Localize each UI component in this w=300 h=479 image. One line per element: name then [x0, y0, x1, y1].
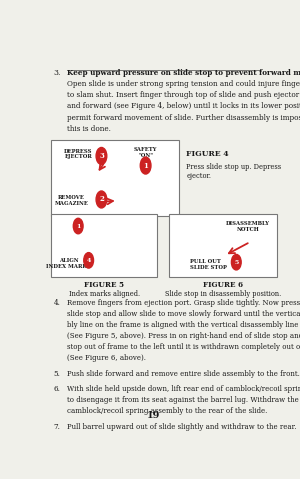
Text: (See Figure 5, above). Press in on right-hand end of slide stop and pull slide: (See Figure 5, above). Press in on right…: [67, 332, 300, 340]
Text: FIGURE 6: FIGURE 6: [203, 281, 243, 289]
Text: ALIGN
INDEX MARKS: ALIGN INDEX MARKS: [46, 259, 91, 269]
Text: 19: 19: [147, 411, 160, 420]
Text: 5: 5: [234, 260, 239, 265]
Text: Push slide forward and remove entire slide assembly to the front.: Push slide forward and remove entire sli…: [67, 370, 299, 378]
Text: DISASSEMBLY
NOTCH: DISASSEMBLY NOTCH: [226, 221, 270, 232]
Circle shape: [96, 191, 107, 208]
Text: 3.: 3.: [54, 69, 61, 77]
Text: 1: 1: [143, 161, 148, 170]
Circle shape: [140, 157, 151, 174]
Text: bly line on the frame is aligned with the vertical disassembly line on the slide: bly line on the frame is aligned with th…: [67, 321, 300, 329]
Bar: [169, 214, 277, 277]
Text: DEPRESS
EJECTOR: DEPRESS EJECTOR: [64, 148, 92, 160]
Circle shape: [73, 218, 83, 234]
Text: 5.: 5.: [54, 370, 61, 378]
Text: Press slide stop up. Depress ejector.: Press slide stop up. Depress ejector.: [186, 162, 281, 180]
Text: 2: 2: [99, 195, 104, 204]
Text: Slide stop in disassembly position.: Slide stop in disassembly position.: [165, 290, 281, 298]
Text: (See Figure 6, above).: (See Figure 6, above).: [67, 354, 146, 363]
Text: FIGURE 5: FIGURE 5: [84, 281, 124, 289]
Text: camblock/recoil spring assembly to the rear of the slide.: camblock/recoil spring assembly to the r…: [67, 408, 267, 415]
Text: 4.: 4.: [54, 299, 61, 307]
Text: this is done.: this is done.: [67, 125, 110, 133]
Text: SAFETY
"ON": SAFETY "ON": [134, 147, 158, 158]
Circle shape: [231, 254, 241, 270]
Text: 7.: 7.: [54, 423, 61, 431]
Text: stop out of frame to the left until it is withdrawn completely out of the frame.: stop out of frame to the left until it i…: [67, 343, 300, 351]
Bar: [52, 140, 179, 216]
Text: to disengage it from its seat against the barrel lug. Withdraw the: to disengage it from its seat against th…: [67, 397, 298, 404]
Text: Index marks aligned.: Index marks aligned.: [69, 290, 140, 298]
Text: Remove fingers from ejection port. Grasp slide tightly. Now press down on: Remove fingers from ejection port. Grasp…: [67, 299, 300, 307]
Text: PULL OUT
SLIDE STOP: PULL OUT SLIDE STOP: [190, 259, 227, 270]
Text: permit forward movement of slide. Further disassembly is impossible unless: permit forward movement of slide. Furthe…: [67, 114, 300, 122]
Text: With slide held upside down, lift rear end of camblock/recoil spring assembly: With slide held upside down, lift rear e…: [67, 386, 300, 393]
Text: Keep upward pressure on slide stop to prevent forward movement of slide.: Keep upward pressure on slide stop to pr…: [67, 69, 300, 77]
Text: Pull barrel upward out of slide slightly and withdraw to the rear.: Pull barrel upward out of slide slightly…: [67, 423, 296, 431]
Text: slide stop and allow slide to move slowly forward until the vertical disassem-: slide stop and allow slide to move slowl…: [67, 310, 300, 318]
Text: REMOVE
MAGAZINE: REMOVE MAGAZINE: [54, 195, 88, 206]
Text: 4: 4: [86, 258, 91, 263]
Text: 6.: 6.: [54, 386, 61, 393]
Text: FIGURE 4: FIGURE 4: [186, 150, 229, 158]
Text: to slam shut. Insert finger through top of slide and push ejector downward: to slam shut. Insert finger through top …: [67, 91, 300, 100]
Text: 1: 1: [76, 224, 80, 228]
Text: 3: 3: [99, 152, 104, 160]
Text: and forward (see Figure 4, below) until it locks in its lower position. This wil: and forward (see Figure 4, below) until …: [67, 103, 300, 111]
Circle shape: [84, 252, 94, 268]
Bar: [52, 214, 157, 277]
Text: Open slide is under strong spring tension and could injure fingers if allowed: Open slide is under strong spring tensio…: [67, 80, 300, 88]
Circle shape: [96, 148, 107, 164]
